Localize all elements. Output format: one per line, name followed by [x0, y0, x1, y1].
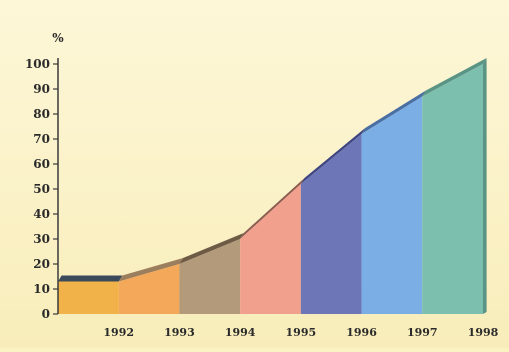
x-tick-label-1995: 1995	[286, 326, 317, 339]
y-tick-label-80: 80	[33, 107, 50, 121]
x-tick-label-1998: 1998	[468, 326, 499, 339]
area-segment-1997	[361, 96, 423, 314]
y-tick-label-30: 30	[33, 232, 50, 246]
y-tick-label-70: 70	[33, 132, 50, 146]
area-top-1992	[58, 275, 123, 282]
area-top-1997	[361, 90, 426, 134]
area-segment-1998	[422, 64, 483, 314]
x-tick-label-1996: 1996	[346, 326, 377, 339]
y-tick-labels: 0 10 20 30 40 50 60 70 80 90 100	[25, 57, 50, 321]
y-tick-label-90: 90	[33, 82, 50, 96]
area-end-cap	[483, 58, 487, 314]
area-top-1998	[422, 58, 487, 97]
area-segment-1993	[118, 264, 180, 314]
y-tick-label-10: 10	[33, 282, 50, 296]
y-tick-label-100: 100	[25, 57, 50, 71]
area-segment-1992	[58, 281, 119, 314]
x-tick-labels: 1992 1993 1994 1995 1996 1997 1998	[103, 326, 498, 339]
area-segment-1996	[300, 134, 362, 314]
x-tick-label-1994: 1994	[225, 326, 256, 339]
x-tick-label-1997: 1997	[407, 326, 438, 339]
area-top-1994	[179, 233, 244, 264]
x-tick-label-1993: 1993	[164, 326, 195, 339]
area-top-1996	[300, 128, 366, 184]
y-tick-label-50: 50	[33, 182, 50, 196]
area-top-1995	[240, 178, 305, 239]
area-segment-1994	[179, 239, 241, 314]
x-tick-label-1992: 1992	[103, 326, 134, 339]
y-tick-label-20: 20	[33, 257, 50, 271]
y-tick-label-0: 0	[42, 307, 50, 321]
y-tick-label-60: 60	[33, 157, 50, 171]
y-axis-unit-label: %	[52, 31, 64, 45]
area-segment-1995	[240, 184, 301, 314]
area-top-1993	[118, 258, 184, 282]
y-tick-label-40: 40	[33, 207, 50, 221]
area-segments	[58, 58, 487, 314]
y-axis	[53, 58, 59, 315]
